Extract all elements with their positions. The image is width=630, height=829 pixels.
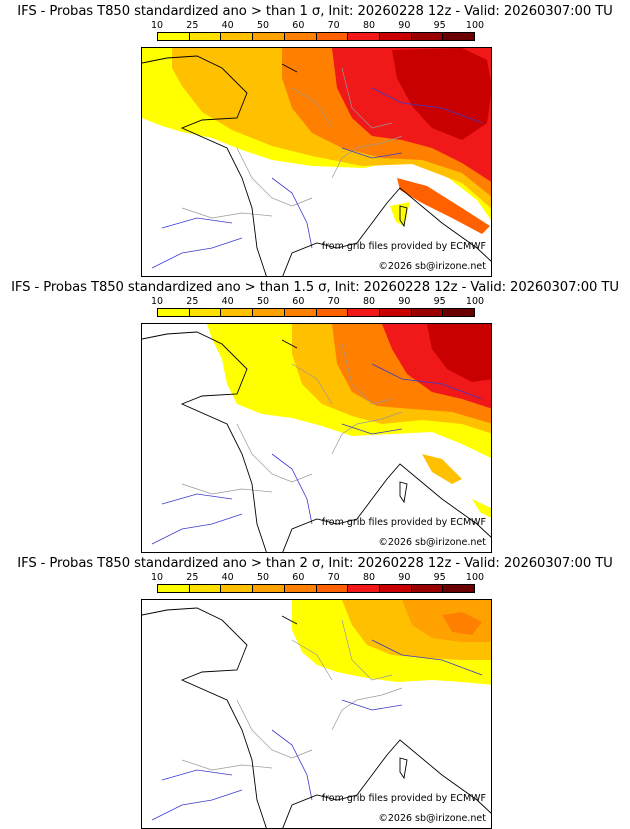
colorbar-swatch — [411, 309, 444, 316]
panel-title: IFS - Probas T850 standardized ano > tha… — [17, 556, 613, 571]
rivers — [151, 87, 483, 269]
colorbar-swatch — [158, 309, 190, 316]
colorbar-swatch — [253, 33, 285, 40]
colorbar-swatch — [316, 33, 349, 40]
source-credit: from grib files provided by ECMWF — [321, 517, 486, 528]
colorbar-strip — [157, 584, 475, 593]
colorbar-tick-label: 60 — [292, 20, 305, 31]
rivers — [151, 363, 483, 545]
colorbar-swatch — [158, 585, 190, 592]
colorbar-tick-label: 90 — [398, 296, 411, 307]
colorbar-tick-label: 40 — [221, 572, 234, 583]
colorbar-tick-label: 50 — [256, 20, 270, 31]
coastlines — [142, 607, 491, 828]
colorbar-tick-label: 90 — [398, 20, 411, 31]
colorbar-tick-label: 70 — [327, 572, 340, 583]
country-borders — [181, 619, 403, 771]
colorbar-swatch — [221, 309, 254, 316]
colorbar-tick-label: 50 — [256, 296, 270, 307]
colorbar-swatch — [411, 33, 444, 40]
country-borders — [181, 343, 403, 495]
colorbar-tick-label: 80 — [362, 20, 376, 31]
colorbar-tick-label: 10 — [150, 572, 164, 583]
colorbar-tick-label: 100 — [465, 572, 485, 583]
country-borders — [181, 67, 403, 219]
coastlines — [142, 331, 491, 552]
colorbar-tick-label: 100 — [465, 296, 485, 307]
colorbar-swatch — [379, 309, 412, 316]
colorbar-swatch — [379, 33, 412, 40]
colorbar-swatch — [284, 309, 317, 316]
probability-map: from grib files provided by ECMWF ©2026 … — [141, 323, 492, 553]
panel-title: IFS - Probas T850 standardized ano > tha… — [11, 280, 619, 295]
map-canvas — [142, 600, 491, 828]
colorbar-swatch — [189, 33, 222, 40]
colorbar-swatch — [221, 33, 254, 40]
colorbar-swatch — [348, 585, 380, 592]
forecast-panel-1: IFS - Probas T850 standardized ano > tha… — [0, 0, 630, 277]
coastlines — [142, 55, 491, 276]
probability-map: from grib files provided by ECMWF ©2026 … — [141, 47, 492, 277]
probability-fill — [292, 600, 491, 685]
copyright-credit: ©2026 sb@irizone.net — [378, 261, 486, 272]
colorbar-tick-label: 50 — [256, 572, 270, 583]
forecast-panel-3: IFS - Probas T850 standardized ano > tha… — [0, 552, 630, 829]
colorbar-swatch — [284, 33, 317, 40]
probability-map: from grib files provided by ECMWF ©2026 … — [141, 599, 492, 829]
colorbar-tick-label: 100 — [465, 20, 485, 31]
colorbar-tick-label: 95 — [433, 296, 446, 307]
forecast-panel-2: IFS - Probas T850 standardized ano > tha… — [0, 276, 630, 553]
probability-fill — [207, 324, 491, 518]
colorbar-swatch — [221, 585, 254, 592]
colorbar-tick-label: 25 — [186, 296, 199, 307]
colorbar-swatch — [379, 585, 412, 592]
colorbar-tick-label: 60 — [292, 296, 305, 307]
colorbar-swatch — [189, 309, 222, 316]
colorbar-tick-label: 10 — [150, 20, 164, 31]
colorbar-swatch — [253, 585, 285, 592]
colorbar-swatch — [158, 33, 190, 40]
colorbar-swatch — [316, 309, 349, 316]
source-credit: from grib files provided by ECMWF — [321, 241, 486, 252]
colorbar-tick-label: 60 — [292, 572, 305, 583]
source-credit: from grib files provided by ECMWF — [321, 793, 486, 804]
copyright-credit: ©2026 sb@irizone.net — [378, 813, 486, 824]
colorbar-tick-label: 90 — [398, 572, 411, 583]
colorbar-tick-label: 40 — [221, 20, 234, 31]
colorbar-strip — [157, 308, 475, 317]
colorbar-tick-label: 80 — [362, 296, 376, 307]
colorbar-tick-label: 25 — [186, 572, 199, 583]
colorbar: 10 25 40 50 60 70 80 90 95 100 — [151, 572, 484, 597]
colorbar-swatch — [443, 585, 475, 592]
colorbar-tick-label: 70 — [327, 296, 340, 307]
rivers — [151, 639, 483, 821]
colorbar-swatch — [253, 309, 285, 316]
colorbar-swatch — [443, 33, 475, 40]
colorbar-tick-label: 70 — [327, 20, 340, 31]
copyright-credit: ©2026 sb@irizone.net — [378, 537, 486, 548]
colorbar-swatch — [411, 585, 444, 592]
colorbar-tick-label: 80 — [362, 572, 376, 583]
colorbar-swatch — [348, 309, 380, 316]
colorbar: 10 25 40 50 60 70 80 90 95 100 — [151, 296, 484, 321]
panel-title: IFS - Probas T850 standardized ano > tha… — [17, 4, 613, 19]
colorbar-swatch — [284, 585, 317, 592]
probability-fill — [142, 48, 491, 234]
colorbar: 10 25 40 50 60 70 80 90 95 100 — [151, 20, 484, 45]
colorbar-tick-label: 25 — [186, 20, 199, 31]
colorbar-tick-label: 40 — [221, 296, 234, 307]
colorbar-strip — [157, 32, 475, 41]
colorbar-swatch — [316, 585, 349, 592]
map-canvas — [142, 48, 491, 276]
colorbar-swatch — [189, 585, 222, 592]
colorbar-tick-label: 95 — [433, 572, 446, 583]
colorbar-swatch — [348, 33, 380, 40]
colorbar-swatch — [443, 309, 475, 316]
colorbar-tick-label: 10 — [150, 296, 164, 307]
colorbar-tick-label: 95 — [433, 20, 446, 31]
map-canvas — [142, 324, 491, 552]
